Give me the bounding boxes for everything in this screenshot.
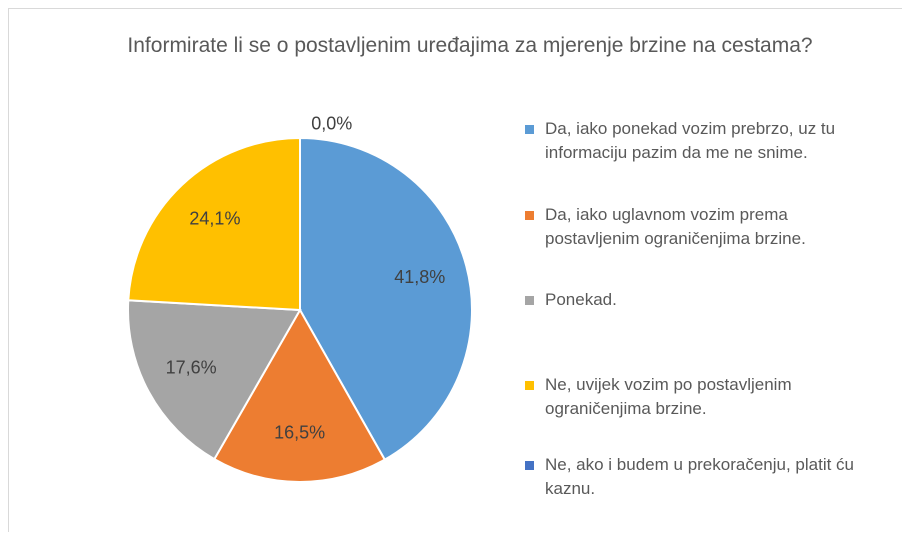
data-label: 17,6%	[166, 358, 217, 378]
legend-item: Ne, uvijek vozim po postavljenim ogranič…	[525, 373, 885, 421]
legend-swatch	[525, 211, 534, 220]
legend-swatch	[525, 461, 534, 470]
legend-item: Ne, ako i budem u prekoračenju, platit ć…	[525, 453, 885, 501]
legend-label: Da, iako uglavnom vozim prema postavljen…	[545, 205, 806, 248]
data-label: 16,5%	[274, 423, 325, 443]
pie-slice	[299, 136, 473, 462]
data-label: 0,0%	[311, 113, 352, 133]
legend-label: Ne, ako i budem u prekoračenju, platit ć…	[545, 455, 855, 498]
legend-item: Da, iako uglavnom vozim prema postavljen…	[525, 203, 885, 251]
legend-swatch	[525, 296, 534, 305]
pie-slice	[212, 307, 387, 483]
pie-slice	[127, 299, 302, 461]
data-label: 41,8%	[394, 267, 445, 287]
pie-slice	[127, 136, 301, 312]
chart-title: Informirate li se o postavljenim uređaji…	[127, 34, 813, 57]
legend-label: Ponekad.	[545, 290, 617, 309]
legend-label: Da, iako ponekad vozim prebrzo, uz tu in…	[545, 119, 836, 162]
legend-label: Ne, uvijek vozim po postavljenim ogranič…	[545, 375, 792, 418]
data-label: 24,1%	[189, 209, 240, 229]
legend-swatch	[525, 125, 534, 134]
legend-swatch	[525, 381, 534, 390]
legend-item: Da, iako ponekad vozim prebrzo, uz tu in…	[525, 117, 885, 165]
legend-item: Ponekad.	[525, 288, 885, 312]
chart-frame	[8, 8, 902, 532]
